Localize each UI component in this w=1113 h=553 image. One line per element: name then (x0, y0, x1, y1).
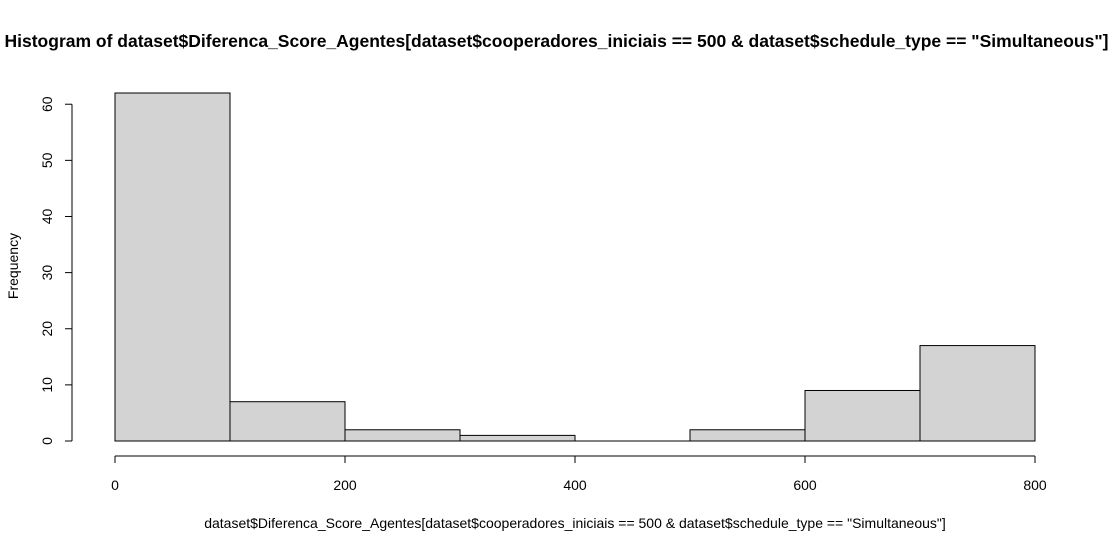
x-tick-label: 200 (333, 477, 357, 493)
x-tick-label: 400 (563, 477, 587, 493)
y-tick-label: 60 (39, 96, 55, 112)
histogram-bar (689, 429, 806, 442)
y-tick-label: 30 (39, 265, 55, 281)
y-axis: 0 10 20 30 40 50 60 (39, 96, 73, 445)
histogram-bar (804, 389, 921, 442)
histogram-bar (919, 345, 1036, 442)
x-tick-label: 0 (111, 477, 119, 493)
x-tick-label: 600 (793, 477, 817, 493)
histogram-bar (459, 434, 576, 442)
y-tick-label: 10 (39, 377, 55, 393)
y-axis-label: Frequency (5, 233, 21, 299)
y-tick-label: 0 (39, 437, 55, 445)
histogram-bar (344, 429, 461, 442)
x-tick-label: 800 (1023, 477, 1047, 493)
x-axis-label: dataset$Diferenca_Score_Agentes[dataset$… (204, 515, 946, 531)
y-tick-label: 50 (39, 152, 55, 168)
y-tick-label: 20 (39, 321, 55, 337)
chart-title: Histogram of dataset$Diferenca_Score_Age… (5, 31, 1109, 51)
histogram-bar (229, 401, 346, 442)
histogram-bar (114, 92, 231, 442)
bars-group (114, 92, 1036, 442)
y-tick-label: 40 (39, 208, 55, 224)
x-axis: 0 200 400 600 800 (111, 455, 1047, 493)
